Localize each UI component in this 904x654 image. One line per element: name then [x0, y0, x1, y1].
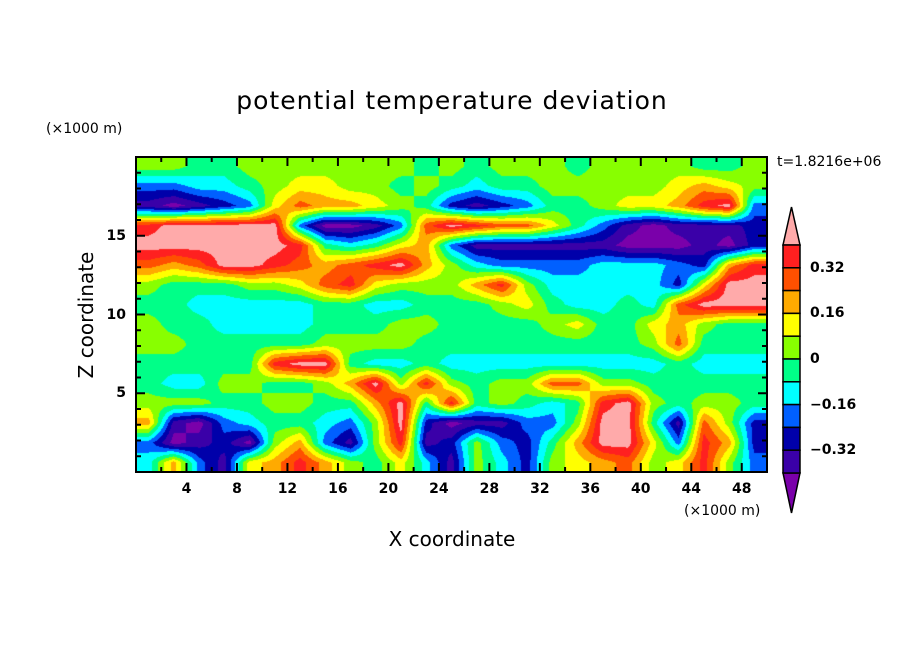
x-axis-label: X coordinate	[388, 527, 516, 551]
colorbar-box	[782, 426, 801, 451]
y-axis-unit: (×1000 m)	[46, 121, 123, 137]
contour-field	[136, 157, 767, 472]
x-tick-label: 28	[479, 481, 500, 497]
colorbar-box	[782, 449, 801, 474]
colorbar-box	[782, 335, 801, 360]
x-tick-label: 4	[181, 481, 192, 497]
colorbar-tick-label: −0.16	[810, 396, 857, 413]
x-tick-label: 36	[580, 481, 601, 497]
colorbar-min-triangle	[782, 472, 801, 514]
colorbar-max-triangle	[782, 206, 801, 246]
x-tick-label: 20	[378, 481, 399, 497]
colorbar-box	[782, 403, 801, 429]
y-tick-label: 15	[106, 227, 126, 244]
colorbar-box	[782, 358, 801, 383]
colorbar-tick-label: 0	[810, 351, 820, 367]
time-label: t=1.8216e+06	[777, 154, 882, 170]
x-axis-unit: (×1000 m)	[684, 503, 761, 519]
x-tick-label: 48	[732, 481, 752, 497]
colorbar-box	[782, 289, 801, 315]
chart-title: potential temperature deviation	[236, 86, 668, 115]
x-tick-label: 40	[631, 481, 651, 497]
colorbar-tick-label: −0.32	[810, 442, 857, 459]
y-tick-label: 10	[106, 306, 126, 323]
y-tick-label: 5	[116, 385, 126, 402]
x-tick-label: 16	[328, 481, 348, 497]
colorbar-box	[782, 381, 801, 406]
colorbar-box	[782, 312, 801, 337]
colorbar-box	[782, 267, 801, 292]
x-tick-label: 8	[232, 481, 242, 497]
x-tick-label: 12	[277, 481, 298, 497]
x-axis-label-wrap: X coordinate	[0, 527, 904, 551]
colorbar-box	[782, 244, 801, 269]
plot-frame	[135, 156, 768, 473]
colorbar-tick-label: 0.16	[810, 305, 845, 322]
x-tick-label: 24	[429, 481, 449, 497]
colorbar-tick-label: 0.32	[810, 259, 845, 276]
x-tick-label: 32	[530, 481, 550, 497]
x-tick-label: 44	[681, 481, 702, 497]
